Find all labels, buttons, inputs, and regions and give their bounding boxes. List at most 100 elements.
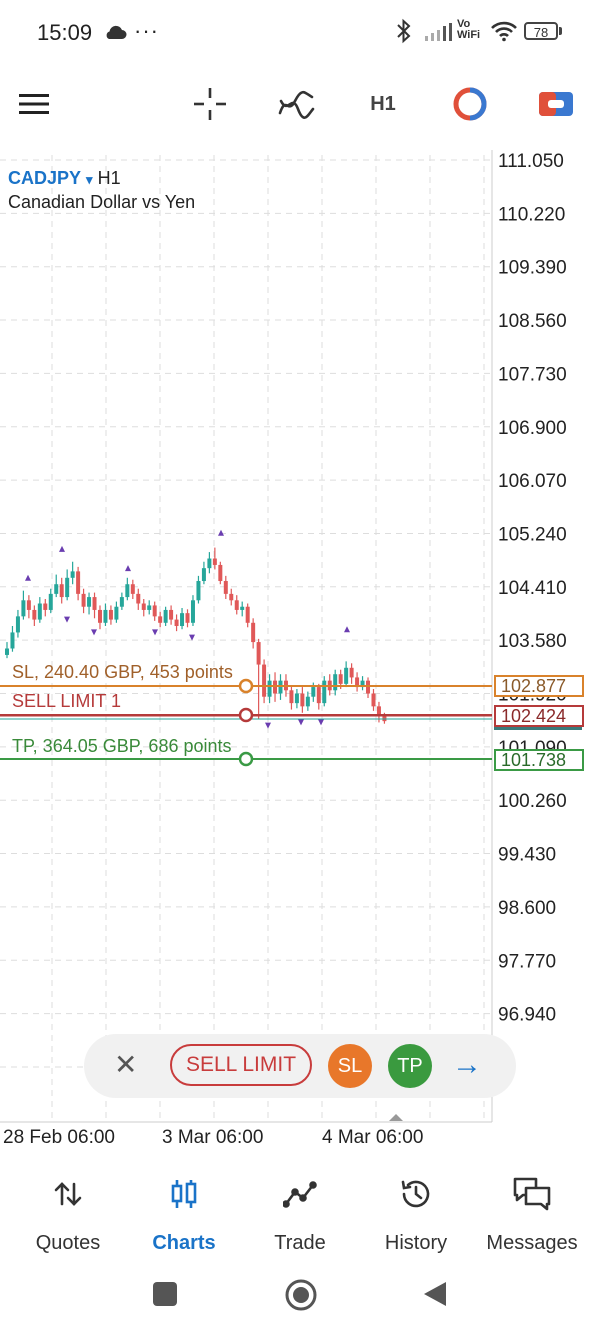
candle-body bbox=[81, 593, 86, 607]
price-axis-label: 108.560 bbox=[498, 311, 567, 332]
candle-body bbox=[163, 609, 168, 623]
timeframe-button[interactable]: H1 bbox=[370, 92, 396, 115]
candle-body bbox=[15, 616, 20, 633]
candle-body bbox=[196, 581, 201, 601]
candle-body bbox=[212, 558, 217, 565]
candle-body bbox=[190, 600, 195, 623]
nav-label-quotes: Quotes bbox=[35, 1232, 101, 1254]
sell-limit-drag-handle bbox=[238, 707, 254, 723]
scroll-marker-icon bbox=[389, 1114, 403, 1121]
candle-body bbox=[10, 632, 15, 649]
tp-line-label[interactable]: TP, 364.05 GBP, 686 points bbox=[12, 736, 232, 756]
candle-body bbox=[70, 571, 75, 578]
candle-body bbox=[48, 593, 53, 610]
sl-button[interactable]: SL bbox=[328, 1044, 372, 1088]
candle-body bbox=[360, 680, 365, 688]
candle-body bbox=[43, 603, 48, 610]
time-axis-label: 3 Mar 06:00 bbox=[162, 1127, 263, 1148]
trade-panel: ✕ SELL LIMIT SL TP → bbox=[84, 1034, 516, 1098]
candle-body bbox=[103, 609, 108, 623]
candle-body bbox=[349, 667, 354, 678]
candle-body bbox=[130, 584, 135, 594]
candle-body bbox=[125, 584, 130, 598]
vowifi-top: Vo bbox=[457, 18, 471, 30]
chart-canvas[interactable]: 111.050 110.220 109.390 108.560 107.730 106.9… bbox=[0, 150, 600, 1150]
cloud-icon bbox=[103, 24, 127, 45]
arrow-right-icon[interactable]: → bbox=[452, 1048, 482, 1081]
recents-icon[interactable] bbox=[153, 1282, 177, 1306]
candle-body bbox=[76, 571, 81, 594]
price-chart[interactable]: 111.050 110.220 109.390 108.560 107.730 106.9… bbox=[0, 150, 600, 1150]
nav-quotes[interactable]: Quotes bbox=[10, 1174, 126, 1255]
charts-icon bbox=[126, 1174, 242, 1214]
price-axis-label: 110.220 bbox=[498, 204, 565, 225]
candle-body bbox=[267, 680, 272, 697]
price-axis-label: 99.430 bbox=[498, 845, 556, 866]
candle-body bbox=[152, 605, 157, 617]
fractal-down-marker bbox=[91, 629, 97, 636]
candle-body bbox=[322, 680, 327, 704]
candle-body bbox=[97, 609, 102, 623]
back-icon[interactable] bbox=[422, 1280, 448, 1313]
symbol-timeframe: H1 bbox=[97, 168, 121, 188]
candle-body bbox=[256, 642, 261, 665]
candle-body bbox=[32, 609, 37, 620]
candle-body bbox=[371, 693, 376, 707]
fractal-down-marker bbox=[298, 719, 304, 726]
messages-icon bbox=[474, 1174, 590, 1214]
price-axis-label: 109.390 bbox=[498, 258, 567, 279]
crosshair-icon[interactable] bbox=[190, 84, 230, 124]
candle-body bbox=[245, 606, 250, 623]
menu-icon[interactable] bbox=[14, 84, 54, 124]
more-notifications: ··· bbox=[134, 18, 159, 43]
close-icon[interactable]: ✕ bbox=[114, 1049, 138, 1080]
indicators-icon[interactable] bbox=[276, 84, 318, 124]
candle-body bbox=[185, 613, 190, 623]
candle-body bbox=[311, 687, 316, 697]
symbol-header[interactable]: CADJPY ▾ H1 bbox=[8, 168, 121, 189]
nav-charts[interactable]: Charts bbox=[126, 1174, 242, 1255]
nav-label-trade: Trade bbox=[274, 1232, 326, 1254]
candle-body bbox=[376, 706, 381, 716]
candle-body bbox=[136, 593, 141, 604]
candle-body bbox=[59, 584, 64, 598]
home-icon[interactable] bbox=[284, 1278, 318, 1317]
symbol-dropdown-icon[interactable]: ▾ bbox=[86, 172, 93, 187]
fractal-down-marker bbox=[265, 722, 271, 729]
history-icon bbox=[358, 1174, 474, 1214]
sl-line-label[interactable]: SL, 240.40 GBP, 453 points bbox=[12, 662, 233, 682]
fractal-up-marker bbox=[344, 626, 350, 633]
candle-body bbox=[141, 603, 146, 610]
sl-price-tag[interactable]: 102.877 bbox=[494, 675, 584, 697]
nav-history[interactable]: History bbox=[358, 1174, 474, 1255]
battery-tip bbox=[559, 27, 562, 35]
fractal-down-marker bbox=[318, 719, 324, 726]
tp-price-tag[interactable]: 101.738 bbox=[494, 749, 584, 771]
nav-label-history: History bbox=[384, 1232, 448, 1254]
quotes-icon bbox=[10, 1174, 126, 1214]
sell-limit-price-tag[interactable]: 102.424 bbox=[494, 705, 584, 727]
candle-body bbox=[158, 616, 163, 623]
nav-label-charts: Charts bbox=[152, 1232, 216, 1254]
candle-body bbox=[278, 680, 283, 694]
symbol-code[interactable]: CADJPY bbox=[8, 168, 82, 188]
trade-toggle-icon[interactable] bbox=[536, 84, 576, 124]
candle-body bbox=[300, 693, 305, 707]
price-axis-label: 96.940 bbox=[498, 1005, 556, 1026]
candle-body bbox=[201, 568, 206, 582]
nav-trade[interactable]: Trade bbox=[242, 1174, 358, 1255]
sell-limit-button[interactable]: SELL LIMIT bbox=[170, 1044, 312, 1086]
price-axis-label: 111.050 bbox=[498, 151, 564, 172]
candle-body bbox=[240, 606, 245, 610]
nav-messages[interactable]: Messages bbox=[474, 1174, 590, 1255]
fractal-up-marker bbox=[218, 529, 224, 536]
candle-body bbox=[180, 613, 185, 627]
price-axis-label: 100.260 bbox=[498, 791, 567, 812]
candle-body bbox=[92, 597, 97, 610]
candle-body bbox=[218, 564, 223, 582]
candle-body bbox=[5, 648, 9, 655]
chart-clock-icon[interactable] bbox=[450, 84, 490, 124]
tp-button[interactable]: TP bbox=[388, 1044, 432, 1088]
candle-body bbox=[26, 600, 31, 610]
sell-limit-line-label[interactable]: SELL LIMIT 1 bbox=[12, 691, 122, 711]
